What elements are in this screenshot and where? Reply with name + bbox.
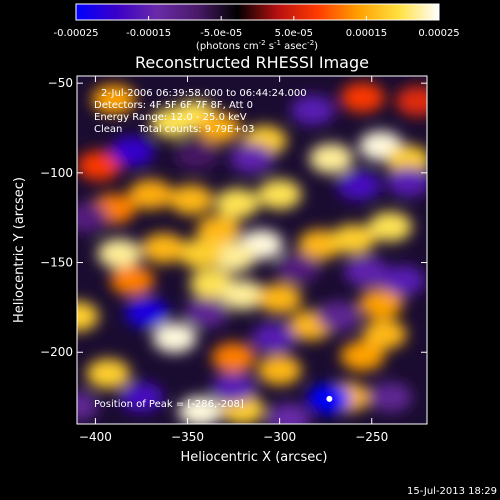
footer-date: 15-Jul-2013 18:29 — [407, 486, 497, 497]
heatmap-blob — [110, 265, 155, 296]
plot-frame — [76, 75, 428, 425]
heatmap-blob — [125, 297, 169, 328]
heatmap-blob — [77, 202, 109, 233]
annotation-energy: Energy Range: 12.0 - 25.0 keV — [94, 112, 247, 123]
heatmap-blob — [211, 342, 256, 373]
heatmap-blob — [178, 238, 223, 269]
colorbar-tick-label: 0.00015 — [346, 28, 387, 39]
heatmap-blob — [386, 145, 427, 176]
chart-title: Reconstructed RHESSI Image — [135, 53, 369, 72]
heatmap-blob — [340, 82, 385, 113]
heatmap-blob — [215, 188, 260, 219]
heatmap-blob — [77, 150, 122, 181]
annotation-block: 2-Jul-2006 06:39:58.000 to 06:44:24.000 … — [94, 88, 307, 135]
heatmap-blob — [276, 252, 321, 283]
heatmap-blob — [257, 179, 302, 210]
heatmap-blob — [91, 84, 136, 115]
heatmap-blob — [368, 382, 413, 413]
annotation-counts: Clean Total counts: 9.79E+03 — [94, 124, 254, 135]
x-tick-label: −400 — [79, 430, 112, 444]
heatmap-image — [77, 82, 427, 424]
annotation-time-range: 2-Jul-2006 06:39:58.000 to 06:44:24.000 — [101, 88, 307, 99]
colorbar-tick-label: 5.0e-05 — [275, 28, 313, 39]
heatmap-blob — [178, 396, 223, 424]
heatmap-blob — [141, 233, 186, 264]
colorbar-tick-label: 0.00025 — [418, 28, 459, 39]
heatmap-blob — [340, 340, 385, 371]
x-tick-label: −250 — [355, 430, 388, 444]
heatmap-blob — [183, 297, 228, 328]
heatmap-blob — [174, 139, 219, 170]
heatmap-blob — [196, 113, 241, 144]
heatmap-blob — [266, 403, 311, 424]
heatmap-blob — [368, 211, 413, 242]
heatmap-blob — [86, 358, 131, 389]
heatmap-blob — [211, 373, 256, 404]
colorbar: -0.00025 -0.00015 -5.0e-05 5.0e-05 0.00015 0.… — [54, 3, 460, 52]
peak-marker — [326, 395, 333, 402]
heatmap-blob — [252, 322, 297, 353]
heatmap-blob — [119, 382, 164, 413]
x-tick-label: −300 — [263, 430, 296, 444]
heatmap-blob — [316, 301, 361, 332]
y-tick-label: −100 — [40, 166, 73, 180]
heatmap-blob — [128, 179, 173, 210]
y-tick-label: −200 — [40, 345, 73, 359]
heatmap-blob — [77, 391, 99, 422]
heatmap-blob — [169, 184, 214, 215]
colorbar-ticks: -0.00025 -0.00015 -5.0e-05 5.0e-05 0.00015 0.… — [54, 16, 460, 39]
colorbar-tick-label: -0.00025 — [54, 28, 99, 39]
heatmap-blob — [257, 355, 302, 386]
colorbar-tick-label: -5.0e-05 — [200, 28, 242, 39]
heatmap-blob — [110, 136, 155, 167]
heatmap-blob — [381, 265, 426, 296]
heatmap-blob — [331, 224, 376, 255]
colorbar-tick-label: -0.00015 — [126, 28, 171, 39]
heatmap-blob — [152, 322, 197, 353]
colorbar-bar — [75, 3, 440, 21]
heatmap-blob — [298, 229, 343, 260]
axis-ticks: −400 −350 −300 −250 −200 −150 −100 −50 — [40, 76, 427, 444]
x-axis-label: Heliocentric X (arcsec) — [181, 450, 328, 465]
heatmap-blob — [395, 86, 427, 117]
peak-position-label: Position of Peak = [-286,-208] — [94, 399, 244, 410]
heatmap-blob — [336, 170, 381, 201]
plot-area: −400 −350 −300 −250 −200 −150 −100 −50 — [40, 75, 428, 444]
heatmap-blob — [290, 95, 335, 126]
heatmap-blob — [309, 143, 354, 174]
heatmap-blob — [386, 166, 427, 197]
x-tick-label: −350 — [171, 430, 204, 444]
y-axis-label: Heliocentric Y (arcsec) — [12, 177, 27, 323]
heatmap-blob — [97, 238, 142, 269]
heatmap-blob — [196, 215, 241, 246]
heatmap-blob — [211, 242, 256, 273]
heatmap-blob — [257, 283, 302, 314]
heatmap-blob — [362, 319, 407, 350]
heatmap-blob — [358, 288, 403, 319]
heatmap-blob — [77, 301, 99, 332]
heatmap-blob — [230, 143, 274, 174]
heatmap-blob — [220, 279, 265, 310]
y-tick-label: −50 — [48, 76, 73, 90]
colorbar-units: (photons cm-2 s-1 asec-2) — [196, 39, 318, 52]
y-tick-label: −150 — [40, 256, 73, 270]
annotation-detectors: Detectors: 4F 5F 6F 7F 8F, Att 0 — [94, 100, 253, 111]
peak-dot — [326, 395, 333, 402]
heatmap-blob — [344, 256, 389, 287]
